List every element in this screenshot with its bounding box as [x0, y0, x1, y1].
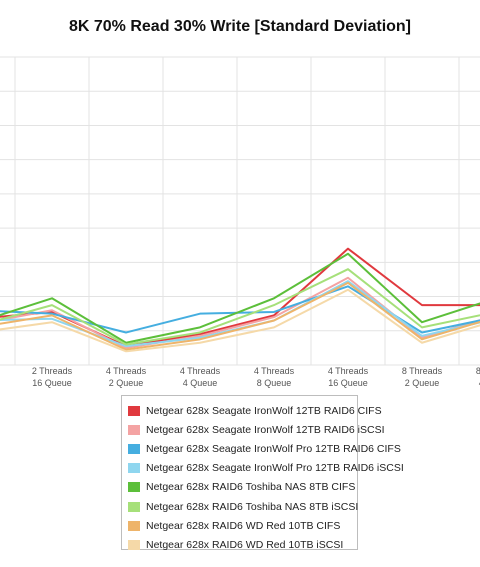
series-line-2 — [0, 276, 480, 349]
legend-label: Netgear 628x RAID6 Toshiba NAS 8TB CIFS — [146, 481, 356, 494]
series-line-8 — [0, 288, 480, 353]
legend-swatch — [128, 405, 140, 416]
legend-item: Netgear 628x Seagate IronWolf 12TB RAID6… — [128, 420, 385, 439]
series-line-3 — [0, 285, 480, 334]
legend-item: Netgear 628x RAID6 Toshiba NAS 8TB CIFS — [128, 478, 355, 497]
legend-label: Netgear 628x Seagate IronWolf 12TB RAID6… — [146, 423, 385, 436]
grid-layer — [0, 56, 480, 366]
legend-swatch — [128, 501, 140, 512]
chart-title: 8K 70% Read 30% Write [Standard Deviatio… — [68, 18, 412, 35]
x-tick-label: 4 Threads 16 Queue — [328, 366, 369, 388]
legend-swatch — [128, 482, 140, 493]
legend-item: Netgear 628x Seagate IronWolf Pro 12TB R… — [128, 439, 401, 458]
legend-label: Netgear 628x RAID6 WD Red 10TB CIFS — [146, 519, 341, 532]
series-line-6 — [0, 268, 480, 346]
legend-item: Netgear 628x RAID6 Toshiba NAS 8TB iSCSI — [128, 497, 358, 516]
legend-swatch — [128, 520, 140, 531]
legend-label: Netgear 628x Seagate IronWolf Pro 12TB R… — [146, 442, 401, 455]
legend: Netgear 628x Seagate IronWolf 12TB RAID6… — [121, 395, 404, 551]
legend-item: Netgear 628x RAID6 WD Red 10TB iSCSI — [128, 535, 351, 554]
legend-label: Netgear 628x RAID6 Toshiba NAS 8TB iSCSI — [146, 500, 359, 513]
x-tick-label: 8 Threads 2 Queue — [402, 366, 443, 388]
legend-item: Netgear 628x RAID6 WD Red 10TB CIFS — [128, 516, 351, 535]
x-tick-label: 4 Threads 8 Queue — [254, 366, 295, 388]
x-tick-label: 2 Threads 16 Queue — [32, 366, 73, 388]
series-line-4 — [0, 280, 480, 348]
x-tick-label: 4 Threads 4 Queue — [180, 366, 221, 388]
legend-item: Netgear 628x Seagate IronWolf 12TB RAID6… — [128, 401, 382, 420]
legend-swatch — [128, 424, 140, 435]
legend-label: Netgear 628x Seagate IronWolf 12TB RAID6… — [146, 404, 382, 417]
series-line-5 — [0, 252, 480, 344]
legend-label: Netgear 628x Seagate IronWolf Pro 12TB R… — [146, 462, 404, 475]
legend-label: Netgear 628x RAID6 WD Red 10TB iSCSI — [146, 538, 344, 551]
legend-swatch — [128, 539, 140, 550]
legend-swatch — [128, 443, 140, 454]
legend-swatch — [128, 463, 140, 474]
series-layer — [0, 247, 480, 353]
x-tick-label: 4 Threads 2 Queue — [106, 366, 147, 388]
legend-item: Netgear 628x Seagate IronWolf Pro 12TB R… — [128, 459, 404, 478]
series-line-7 — [0, 281, 480, 351]
